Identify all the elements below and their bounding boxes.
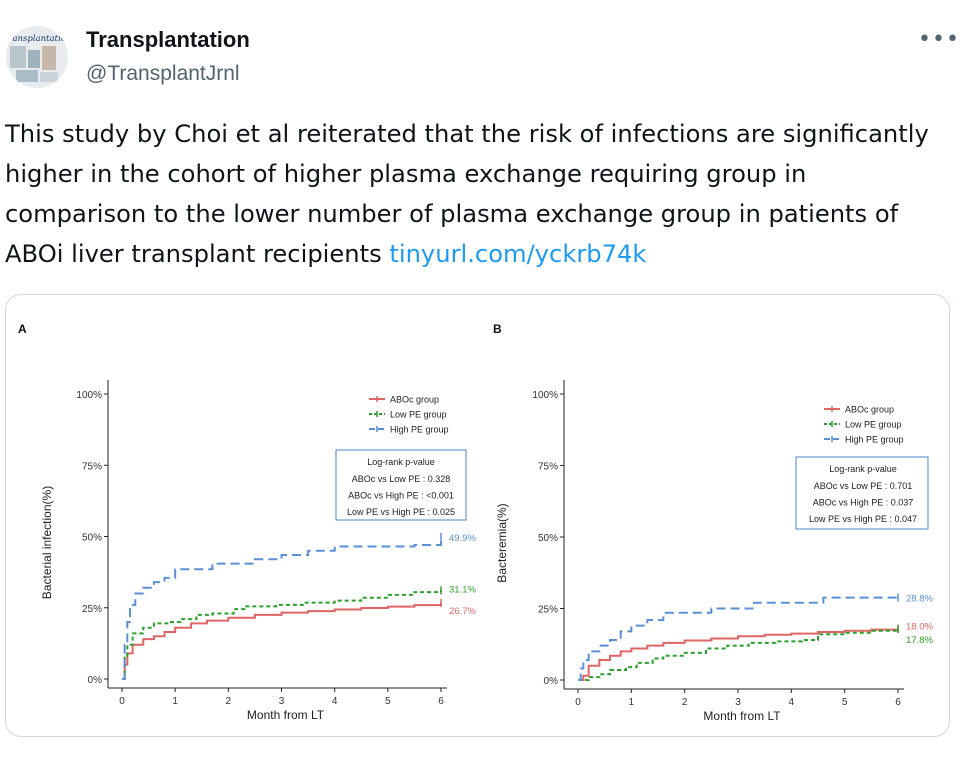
y-tick-label: 75% — [82, 461, 102, 472]
series-line-low-pe-group — [578, 629, 899, 681]
logrank-line: ABOc vs High PE : 0.037 — [813, 498, 914, 508]
y-tick-label: 0% — [88, 675, 103, 686]
x-tick-label: 4 — [332, 696, 338, 707]
x-tick-label: 2 — [226, 696, 232, 707]
series-line-high-pe-group — [122, 536, 442, 680]
legend-label: Low PE group — [845, 420, 902, 430]
series-line-high-pe-group — [578, 596, 898, 681]
logrank-title: Log-rank p-value — [367, 457, 435, 467]
legend-label: Low PE group — [390, 410, 447, 420]
x-tick-label: 6 — [438, 696, 444, 707]
logrank-box — [795, 456, 929, 530]
x-tick-label: 0 — [575, 697, 581, 708]
tweet-text: This study by Choi et al reiterated that… — [5, 114, 950, 274]
logrank-line: ABOc vs High PE : <0.001 — [348, 491, 454, 501]
account-handle[interactable]: @TransplantJrnl — [86, 62, 240, 85]
panel-label: B — [493, 322, 502, 336]
logrank-line: ABOc vs Low PE : 0.701 — [814, 481, 913, 491]
y-tick-label: 50% — [538, 533, 558, 544]
logrank-line: Low PE vs High PE : 0.025 — [347, 507, 455, 517]
end-value-label: 31.1% — [449, 584, 476, 595]
x-tick-label: 2 — [682, 697, 688, 708]
y-tick-label: 25% — [82, 604, 102, 615]
x-tick-label: 4 — [789, 697, 795, 708]
x-tick-label: 3 — [279, 696, 285, 707]
tweet-body: This study by Choi et al reiterated that… — [5, 120, 929, 268]
logrank-line: Low PE vs High PE : 0.047 — [809, 514, 917, 524]
panel-label: A — [18, 322, 27, 336]
y-tick-label: 25% — [538, 605, 558, 616]
logrank-box — [335, 449, 467, 521]
series-line-aboc-group — [122, 602, 442, 680]
y-axis-label: Bacterial infection(%) — [40, 486, 54, 599]
series-line-low-pe-group — [122, 590, 442, 680]
y-tick-label: 50% — [82, 533, 102, 544]
end-value-label: 28.8% — [906, 594, 933, 605]
x-tick-label: 6 — [895, 697, 901, 708]
legend-label: High PE group — [845, 435, 904, 445]
x-axis-label: Month from LT — [703, 709, 781, 723]
y-tick-label: 0% — [544, 676, 559, 687]
x-tick-label: 1 — [629, 697, 635, 708]
x-tick-label: 0 — [119, 696, 125, 707]
avatar-logo-text: Transplantation — [6, 34, 68, 44]
journal-cover-image: Transplantation — [6, 26, 68, 88]
x-tick-label: 1 — [172, 696, 178, 707]
more-options-icon[interactable]: ••• — [918, 27, 960, 52]
y-axis-label: Bacteremia(%) — [495, 503, 509, 582]
series-line-aboc-group — [578, 628, 899, 681]
end-value-label: 18.0% — [906, 622, 933, 633]
legend-label: ABOc group — [390, 395, 439, 405]
end-value-label: 17.8% — [906, 635, 933, 646]
end-value-label: 49.9% — [449, 533, 476, 544]
y-tick-label: 75% — [538, 462, 558, 473]
x-tick-label: 5 — [385, 696, 391, 707]
x-tick-label: 5 — [842, 697, 848, 708]
tweet-link[interactable]: tinyurl.com/yckrb74k — [389, 240, 647, 268]
tweet-media[interactable]: A 0% 25% 50% 75% 100% 0 1 2 3 4 5 6 Month from LT Bact… — [5, 294, 950, 737]
logrank-line: ABOc vs Low PE : 0.328 — [352, 474, 451, 484]
account-name[interactable]: Transplantation — [86, 27, 250, 52]
legend-label: ABOc group — [845, 405, 894, 415]
end-value-label: 26.7% — [449, 606, 476, 617]
y-tick-label: 100% — [532, 390, 558, 401]
account-avatar[interactable]: Transplantation — [6, 26, 68, 88]
y-tick-label: 100% — [76, 390, 102, 401]
x-tick-label: 3 — [735, 697, 741, 708]
legend-label: High PE group — [390, 425, 449, 435]
x-axis-label: Month from LT — [247, 708, 325, 722]
logrank-title: Log-rank p-value — [829, 464, 897, 474]
